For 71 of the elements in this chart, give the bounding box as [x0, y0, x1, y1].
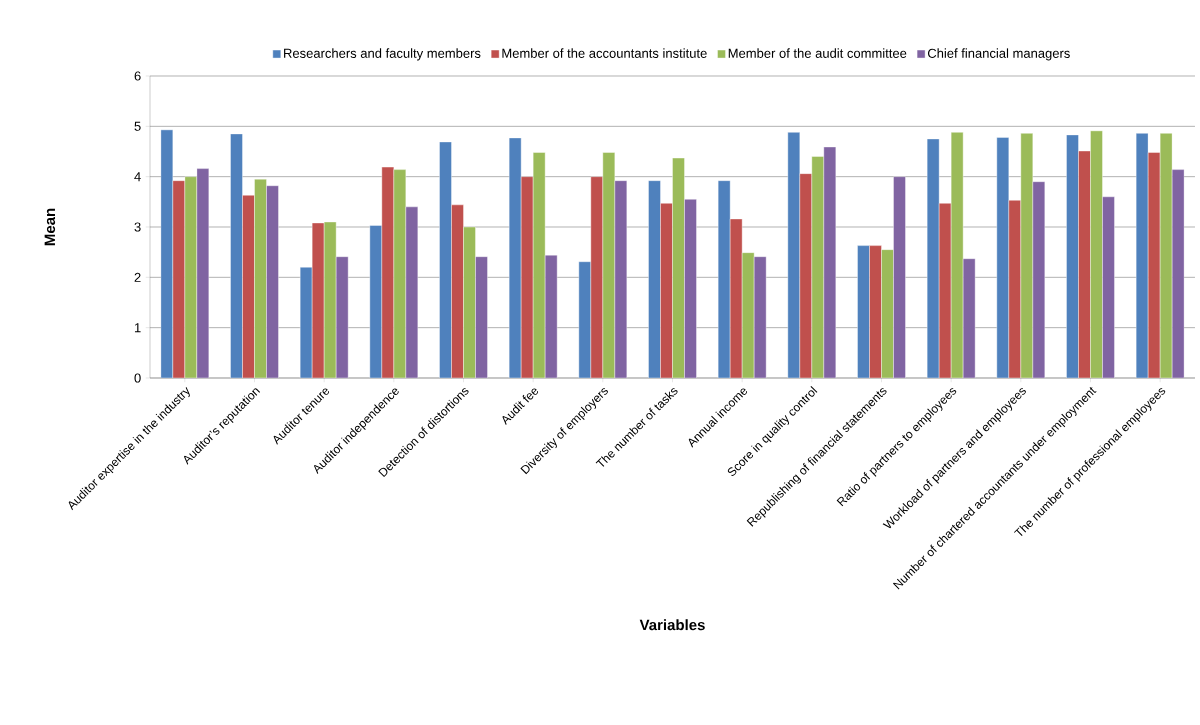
- bar: [381, 166, 395, 378]
- bar: [160, 129, 174, 378]
- y-tick-label: 1: [134, 323, 141, 333]
- bar: [602, 152, 616, 378]
- bar: [672, 157, 685, 378]
- bar: [648, 180, 661, 378]
- bar: [335, 256, 349, 378]
- bar: [823, 146, 837, 378]
- bar: [938, 203, 952, 378]
- bar: [544, 254, 558, 378]
- bar: [323, 221, 337, 378]
- bar: [578, 261, 592, 378]
- legend-label: Researchers and faculty members: [284, 48, 481, 61]
- bar: [799, 173, 813, 378]
- bar: [439, 141, 452, 378]
- bar: [463, 226, 476, 378]
- bar: [172, 180, 186, 378]
- bar: [729, 218, 743, 378]
- y-tick-label: 5: [134, 121, 141, 131]
- bar: [405, 206, 419, 378]
- bar: [996, 137, 1010, 378]
- y-tick-label: 6: [134, 71, 141, 81]
- bar: [1066, 134, 1079, 378]
- bar: [508, 137, 522, 378]
- bar: [266, 185, 279, 378]
- bar: [857, 245, 870, 378]
- legend-label: Member of the audit committee: [728, 48, 907, 58]
- bar: [1020, 133, 1034, 378]
- bar: [1135, 133, 1149, 378]
- bar: [1032, 181, 1046, 378]
- bar: [1159, 133, 1173, 378]
- bar: [393, 169, 407, 378]
- bar: [369, 225, 383, 378]
- y-axis-title: Mean: [44, 208, 56, 246]
- bar: [196, 168, 210, 378]
- bar: [962, 258, 976, 378]
- y-tick-label: 0: [134, 373, 141, 383]
- y-tick-label: 4: [134, 172, 141, 182]
- bar: [893, 176, 906, 378]
- bar: [230, 133, 243, 378]
- bar: [451, 204, 464, 378]
- bar: [950, 132, 964, 378]
- legend-label: Member of the accountants institute: [502, 48, 707, 58]
- bar: [1102, 196, 1115, 378]
- bar: [614, 180, 628, 378]
- y-tick-label: 2: [134, 272, 141, 282]
- x-axis-title: Variables: [639, 619, 705, 631]
- bar: [926, 138, 940, 378]
- bar: [1090, 130, 1103, 378]
- bar: [475, 256, 488, 378]
- bar: [242, 195, 255, 378]
- bar: [1078, 150, 1091, 378]
- bar: [787, 132, 801, 378]
- legend-label: Chief financial managers: [927, 48, 1070, 61]
- bar: [717, 180, 731, 378]
- bar: [299, 267, 313, 378]
- bar: [741, 252, 755, 378]
- bar: [184, 176, 198, 378]
- bar: [881, 249, 894, 378]
- bar: [811, 156, 825, 378]
- bar: [684, 199, 697, 378]
- bar: [254, 178, 267, 378]
- bar: [1008, 200, 1022, 378]
- bar: [869, 245, 882, 378]
- y-tick-label: 3: [134, 222, 141, 232]
- bar: [520, 176, 534, 378]
- bar: [311, 222, 325, 378]
- bar: [590, 176, 604, 378]
- bar: [753, 256, 767, 378]
- bar: [660, 203, 673, 378]
- bar: [532, 152, 546, 378]
